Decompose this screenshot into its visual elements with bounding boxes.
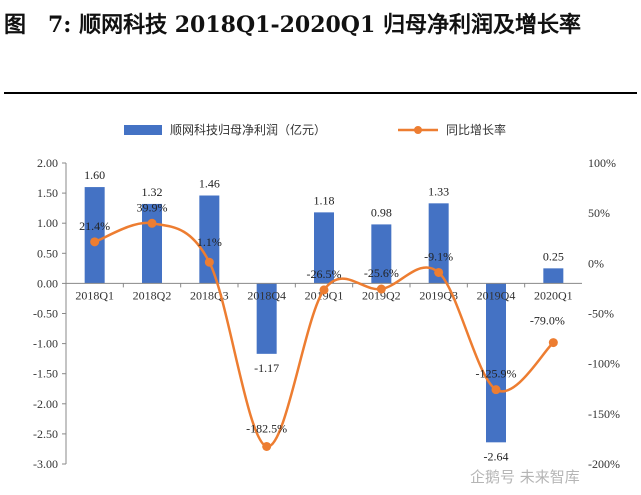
- category-label: 2019Q1: [305, 288, 344, 302]
- growth-data-label: -79.0%: [530, 314, 565, 328]
- category-label: 2018Q2: [133, 288, 172, 302]
- legend-bar-label: 顺网科技归母净利润（亿元）: [170, 122, 326, 137]
- bar-2020Q1: [543, 268, 564, 284]
- right-tick-label: -50%: [588, 307, 614, 321]
- bar-2018Q3: [199, 195, 220, 284]
- legend-line-marker: [414, 126, 422, 134]
- bar-data-label: 0.98: [371, 205, 392, 219]
- watermark: 企鹅号 未来智库: [470, 468, 580, 486]
- growth-point-2020Q1: [548, 338, 558, 348]
- bar-data-label: 1.32: [142, 185, 163, 199]
- growth-data-label: 1.1%: [197, 235, 222, 249]
- bar-2019Q2: [371, 224, 392, 284]
- right-tick-label: -100%: [588, 357, 620, 371]
- left-tick-label: -1.50: [33, 367, 58, 381]
- growth-point-2018Q4: [262, 441, 272, 451]
- title-rule: [4, 92, 637, 94]
- bar-data-label: 0.25: [543, 249, 564, 263]
- growth-data-label: -25.6%: [364, 266, 399, 280]
- left-tick-label: -3.00: [33, 457, 58, 471]
- right-tick-label: 50%: [588, 206, 610, 220]
- legend-line-label: 同比增长率: [446, 122, 506, 137]
- bar-2018Q4: [256, 283, 277, 354]
- category-label: 2018Q4: [247, 288, 286, 302]
- left-tick-label: -0.50: [33, 307, 58, 321]
- bar-data-label: 1.18: [314, 193, 335, 207]
- growth-data-label: 21.4%: [79, 219, 110, 233]
- bar-2019Q1: [314, 212, 334, 284]
- bar-data-label: 1.33: [428, 184, 449, 198]
- bar-2018Q2: [142, 203, 162, 284]
- right-tick-label: 100%: [588, 156, 616, 170]
- growth-point-2018Q3: [204, 257, 214, 267]
- left-tick-label: 2.00: [37, 156, 58, 170]
- bar-2019Q4: [486, 283, 506, 443]
- left-tick-label: 0.00: [37, 276, 58, 290]
- legend-bar-swatch: [124, 125, 162, 135]
- bar-data-label: -1.17: [254, 361, 279, 375]
- left-tick-label: 1.50: [37, 186, 58, 200]
- left-tick-label: -2.50: [33, 427, 58, 441]
- growth-rate-line: [94, 221, 555, 448]
- bar-2018Q1: [84, 187, 105, 284]
- growth-data-label: 39.9%: [137, 200, 168, 214]
- bar-2019Q3: [428, 203, 449, 284]
- category-label: 2019Q4: [477, 288, 516, 302]
- category-label: 2020Q1: [534, 288, 573, 302]
- growth-point-2018Q2: [147, 218, 157, 228]
- growth-data-label: -9.1%: [424, 249, 453, 263]
- right-tick-label: -150%: [588, 407, 620, 421]
- growth-point-2018Q1: [90, 237, 100, 247]
- bar-data-label: 1.60: [84, 168, 105, 182]
- figure-title: 图 7: 顺网科技 2018Q1-2020Q1 归母净利润及增长率: [4, 12, 581, 38]
- category-label: 2018Q1: [75, 288, 114, 302]
- left-tick-label: 1.00: [37, 216, 58, 230]
- growth-data-label: -26.5%: [307, 267, 342, 281]
- growth-point-2019Q1: [319, 285, 329, 295]
- left-tick-label: -2.00: [33, 397, 58, 411]
- bar-data-label: 1.46: [199, 177, 220, 191]
- right-tick-label: -200%: [588, 457, 620, 471]
- right-tick-label: 0%: [588, 256, 604, 270]
- growth-point-2019Q4: [491, 385, 501, 395]
- category-label: 2019Q3: [419, 288, 458, 302]
- growth-data-label: -125.9%: [476, 367, 517, 381]
- bar-data-label: -2.64: [484, 449, 509, 463]
- growth-point-2019Q2: [376, 284, 386, 294]
- growth-point-2019Q3: [434, 267, 444, 277]
- left-tick-label: -1.00: [33, 337, 58, 351]
- growth-data-label: -182.5%: [246, 421, 287, 435]
- left-tick-label: 0.50: [37, 246, 58, 260]
- category-label: 2019Q2: [362, 288, 401, 302]
